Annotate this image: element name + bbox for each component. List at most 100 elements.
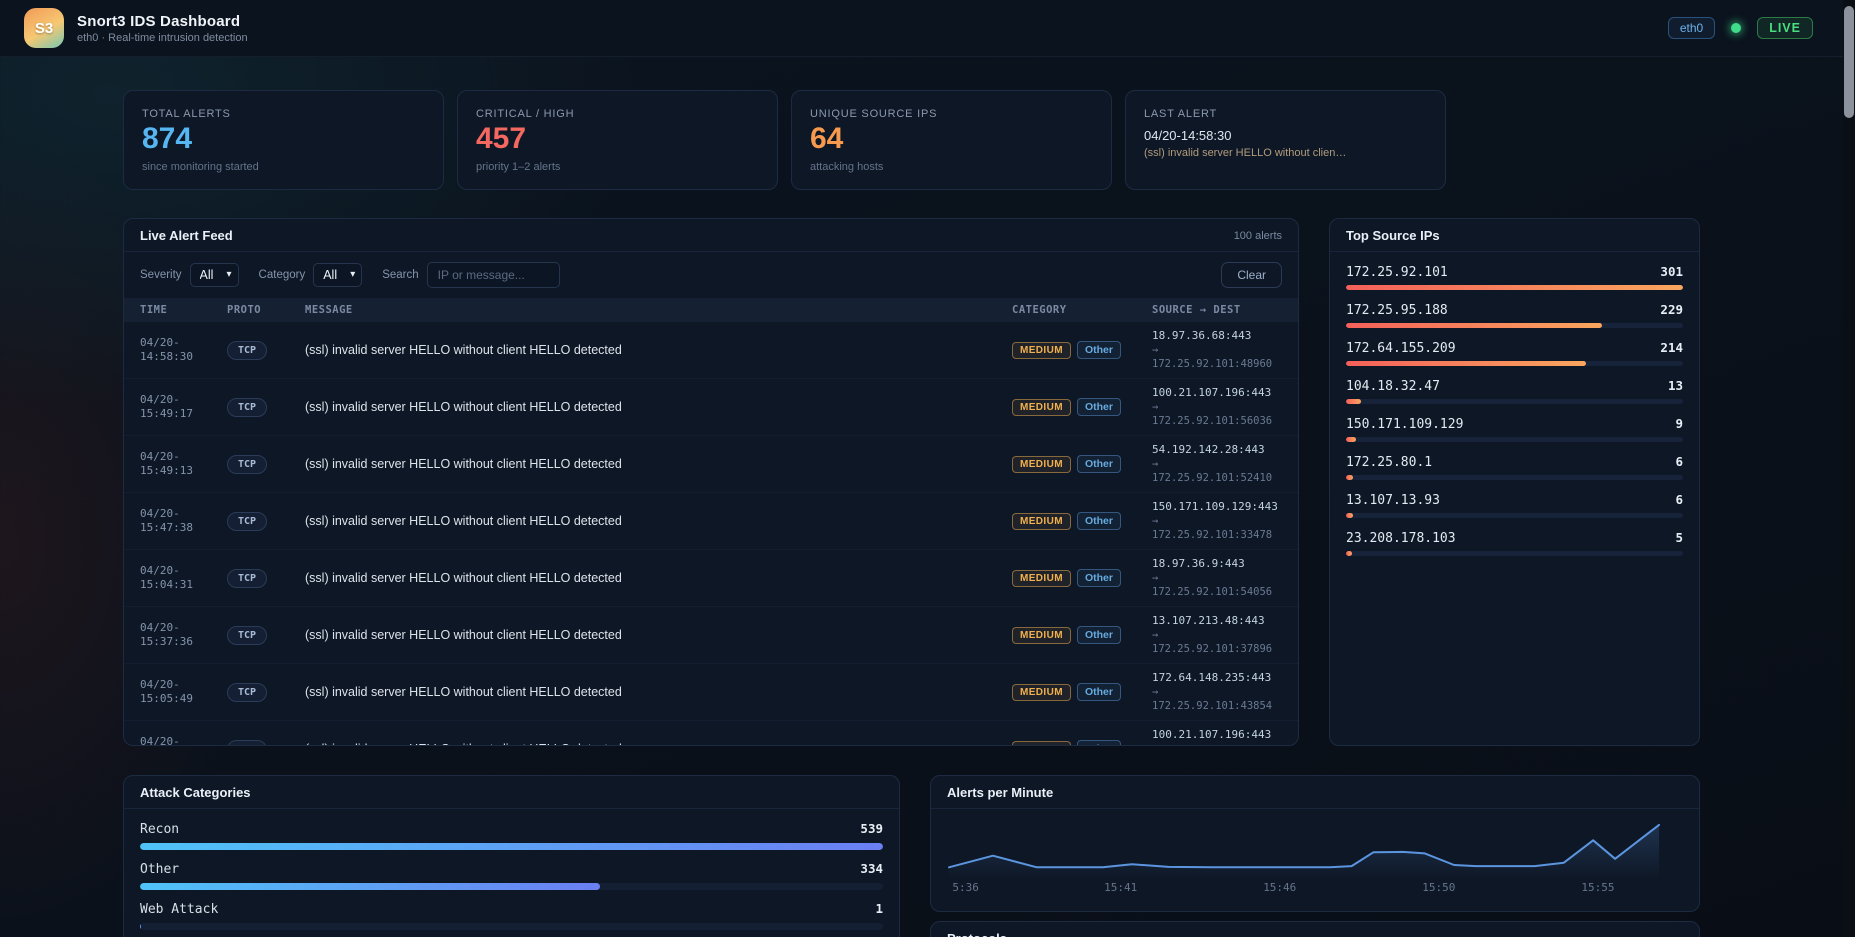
ip-count: 13 bbox=[1668, 378, 1683, 393]
alert-time: 04/20-15:47:38 bbox=[140, 507, 219, 535]
ip-bar-track bbox=[1346, 361, 1683, 366]
clear-button[interactable]: Clear bbox=[1221, 262, 1282, 288]
category-list: Recon 539 Other 334 Web Attack 1 bbox=[124, 809, 899, 937]
severity-badge: MEDIUM bbox=[1012, 627, 1071, 644]
stat-card-critical-high: CRITICAL / HIGH 457 priority 1–2 alerts bbox=[457, 90, 778, 190]
ip-address: 104.18.32.47 bbox=[1346, 379, 1440, 394]
scrollbar bbox=[1843, 0, 1855, 937]
ip-count: 9 bbox=[1675, 416, 1683, 431]
category-select[interactable]: All bbox=[313, 263, 362, 287]
x-tick-label: 5:36 bbox=[952, 881, 979, 894]
search-input[interactable] bbox=[427, 262, 560, 288]
source-address: 150.171.109.129:443 bbox=[1152, 500, 1282, 514]
column-time: TIME bbox=[140, 304, 219, 316]
alert-row: 04/20-15:34:17 TCP (ssl) invalid server … bbox=[124, 721, 1298, 745]
stat-label: TOTAL ALERTS bbox=[142, 108, 425, 120]
stat-sub: attacking hosts bbox=[810, 161, 1093, 173]
category-bar-fill bbox=[140, 883, 600, 890]
category-name: Other bbox=[140, 862, 179, 877]
interface-badge: eth0 bbox=[1668, 17, 1715, 39]
stat-sub: since monitoring started bbox=[142, 161, 425, 173]
category-name: Recon bbox=[140, 822, 179, 837]
ip-bar-track bbox=[1346, 513, 1683, 518]
source-address: 13.107.213.48:443 bbox=[1152, 614, 1282, 628]
dest-address: → 172.25.92.101:54056 bbox=[1152, 571, 1282, 599]
live-alert-feed-panel: Live Alert Feed 100 alerts Severity All … bbox=[123, 218, 1299, 746]
alert-time: 04/20-15:34:17 bbox=[140, 735, 219, 745]
ip-bar-fill bbox=[1346, 285, 1683, 290]
ip-count: 5 bbox=[1675, 530, 1683, 545]
dest-address: → 172.25.92.101:43854 bbox=[1152, 685, 1282, 713]
page-subtitle: eth0 · Real-time intrusion detection bbox=[77, 32, 248, 44]
status-dot bbox=[1731, 23, 1741, 33]
alerts-per-minute-chart: 5:3615:4115:4615:5015:55 bbox=[931, 809, 1699, 897]
category-count: 1 bbox=[875, 901, 883, 916]
top-source-ips-panel: Top Source IPs 172.25.92.101 301 172.25.… bbox=[1329, 218, 1700, 746]
dest-address: → 172.25.92.101:37896 bbox=[1152, 628, 1282, 656]
ip-bar-fill bbox=[1346, 475, 1353, 480]
top-ip-item: 172.25.95.188 229 bbox=[1346, 302, 1683, 328]
line-chart bbox=[945, 815, 1685, 879]
top-ip-item: 23.208.178.103 5 bbox=[1346, 530, 1683, 556]
top-ip-item: 172.64.155.209 214 bbox=[1346, 340, 1683, 366]
scrollbar-thumb[interactable] bbox=[1844, 6, 1854, 118]
alert-message: (ssl) invalid server HELLO without clien… bbox=[305, 685, 1004, 699]
severity-badge: MEDIUM bbox=[1012, 399, 1071, 416]
alert-message: (ssl) invalid server HELLO without clien… bbox=[305, 343, 1004, 357]
x-axis-ticks: 5:3615:4115:4615:5015:55 bbox=[945, 881, 1685, 897]
dest-address: → 172.25.92.101:48960 bbox=[1152, 343, 1282, 371]
ip-address: 150.171.109.129 bbox=[1346, 417, 1463, 432]
alert-row: 04/20-15:05:49 TCP (ssl) invalid server … bbox=[124, 664, 1298, 721]
ip-bar-track bbox=[1346, 323, 1683, 328]
protocol-badge: TCP bbox=[227, 683, 267, 702]
column-message: MESSAGE bbox=[305, 304, 1004, 316]
category-bar-fill bbox=[140, 843, 883, 850]
alert-count: 100 alerts bbox=[1234, 230, 1282, 242]
severity-badge: MEDIUM bbox=[1012, 684, 1071, 701]
ip-bar-fill bbox=[1346, 513, 1353, 518]
ip-bar-track bbox=[1346, 437, 1683, 442]
ip-bar-track bbox=[1346, 285, 1683, 290]
dest-address: → 172.25.92.101:52410 bbox=[1152, 457, 1282, 485]
feed-title: Live Alert Feed bbox=[140, 228, 233, 243]
attack-categories-title: Attack Categories bbox=[140, 785, 251, 800]
dest-address: → 172.25.92.101:33478 bbox=[1152, 514, 1282, 542]
feed-table-header: TIME PROTO MESSAGE CATEGORY SOURCE → DES… bbox=[124, 298, 1298, 322]
source-address: 172.64.148.235:443 bbox=[1152, 671, 1282, 685]
protocol-badge: TCP bbox=[227, 341, 267, 360]
alert-row: 04/20-15:49:17 TCP (ssl) invalid server … bbox=[124, 379, 1298, 436]
category-item: Web Attack 1 bbox=[140, 901, 883, 930]
source-address: 18.97.36.68:443 bbox=[1152, 329, 1282, 343]
ip-bar-fill bbox=[1346, 437, 1356, 442]
column-source-dest: SOURCE → DEST bbox=[1152, 304, 1282, 316]
stat-label: CRITICAL / HIGH bbox=[476, 108, 759, 120]
ip-bar-fill bbox=[1346, 399, 1361, 404]
alert-message: (ssl) invalid server HELLO without clien… bbox=[305, 514, 1004, 528]
category-count: 334 bbox=[860, 861, 883, 876]
ip-bar-fill bbox=[1346, 551, 1352, 556]
stat-card-total-alerts: TOTAL ALERTS 874 since monitoring starte… bbox=[123, 90, 444, 190]
x-tick-label: 15:46 bbox=[1263, 881, 1296, 894]
protocol-badge: TCP bbox=[227, 569, 267, 588]
feed-filters: Severity All ▾ Category All ▾ bbox=[124, 252, 1298, 298]
ip-count: 6 bbox=[1675, 492, 1683, 507]
alert-time: 04/20-15:37:36 bbox=[140, 621, 219, 649]
search-label: Search bbox=[382, 269, 418, 281]
severity-select[interactable]: All bbox=[190, 263, 239, 287]
ip-list: 172.25.92.101 301 172.25.95.188 229 172.… bbox=[1330, 252, 1699, 580]
x-tick-label: 15:50 bbox=[1422, 881, 1455, 894]
severity-badge: MEDIUM bbox=[1012, 456, 1071, 473]
category-badge: Other bbox=[1077, 455, 1121, 473]
alert-message: (ssl) invalid server HELLO without clien… bbox=[305, 742, 1004, 745]
category-badge: Other bbox=[1077, 683, 1121, 701]
category-name: Web Attack bbox=[140, 902, 218, 917]
ip-address: 13.107.13.93 bbox=[1346, 493, 1440, 508]
alert-row: 04/20-15:04:31 TCP (ssl) invalid server … bbox=[124, 550, 1298, 607]
column-proto: PROTO bbox=[227, 304, 297, 316]
alert-message: (ssl) invalid server HELLO without clien… bbox=[305, 571, 1004, 585]
category-badge: Other bbox=[1077, 512, 1121, 530]
top-ip-item: 150.171.109.129 9 bbox=[1346, 416, 1683, 442]
alert-time: 04/20-15:05:49 bbox=[140, 678, 219, 706]
app-logo: S3 bbox=[24, 8, 64, 48]
category-item: Other 334 bbox=[140, 861, 883, 890]
